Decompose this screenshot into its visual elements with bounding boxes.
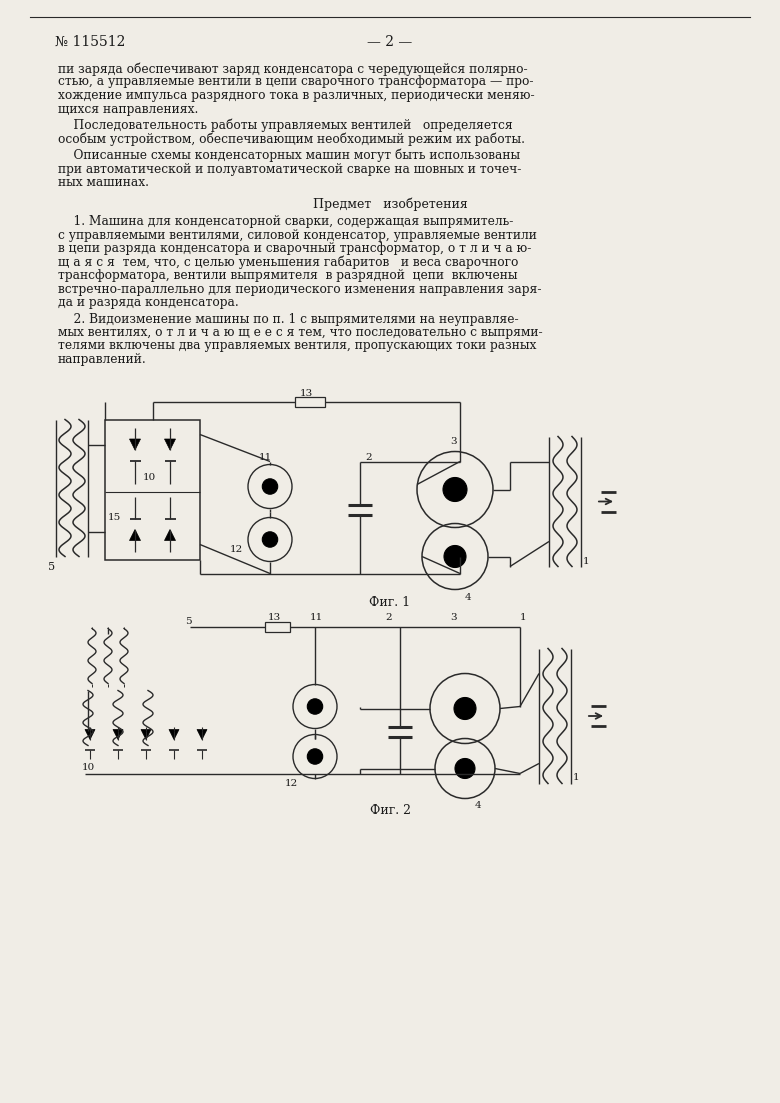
Text: 10: 10	[143, 473, 156, 482]
Text: хождение импульса разрядного тока в различных, периодически меняю-: хождение импульса разрядного тока в разл…	[58, 89, 534, 101]
Text: 10: 10	[82, 763, 95, 772]
Text: 2: 2	[385, 613, 392, 622]
Text: телями включены два управляемых вентиля, пропускающих токи разных: телями включены два управляемых вентиля,…	[58, 340, 537, 353]
Text: мых вентилях, о т л и ч а ю щ е е с я тем, что последовательно с выпрями-: мых вентилях, о т л и ч а ю щ е е с я те…	[58, 326, 543, 339]
Text: 1: 1	[583, 557, 590, 566]
Text: 1: 1	[520, 613, 526, 622]
Text: особым устройством, обеспечивающим необходимый режим их работы.: особым устройством, обеспечивающим необх…	[58, 132, 525, 146]
Text: Описанные схемы конденсаторных машин могут быть использованы: Описанные схемы конденсаторных машин мог…	[58, 149, 520, 162]
Circle shape	[307, 699, 323, 715]
Text: — 2 —: — 2 —	[367, 35, 413, 49]
Polygon shape	[85, 729, 95, 739]
Circle shape	[454, 697, 476, 719]
Circle shape	[444, 546, 466, 568]
Text: щихся направлениях.: щихся направлениях.	[58, 103, 198, 116]
Text: 12: 12	[230, 545, 243, 554]
Text: 5: 5	[185, 617, 192, 625]
Text: да и разряда конденсатора.: да и разряда конденсатора.	[58, 296, 239, 309]
Text: направлений.: направлений.	[58, 353, 147, 366]
Text: 1: 1	[573, 773, 580, 782]
Text: 12: 12	[285, 779, 298, 788]
Polygon shape	[129, 439, 140, 450]
Text: 2. Видоизменение машины по п. 1 с выпрямителями на неуправляе-: 2. Видоизменение машины по п. 1 с выпрям…	[58, 312, 519, 325]
Text: при автоматической и полуавтоматической сварке на шовных и точеч-: при автоматической и полуавтоматической …	[58, 162, 521, 175]
Polygon shape	[141, 729, 151, 739]
Text: 11: 11	[310, 613, 323, 622]
Bar	[265, 621, 290, 632]
Text: Фиг. 1: Фиг. 1	[370, 597, 410, 610]
Text: Фиг. 2: Фиг. 2	[370, 803, 410, 816]
Text: трансформатора, вентили выпрямителя  в разрядной  цепи  включены: трансформатора, вентили выпрямителя в ра…	[58, 269, 517, 282]
Text: с управляемыми вентилями, силовой конденсатор, управляемые вентили: с управляемыми вентилями, силовой конден…	[58, 228, 537, 242]
Circle shape	[443, 478, 467, 502]
Polygon shape	[113, 729, 123, 739]
Polygon shape	[197, 729, 207, 739]
Text: стью, а управляемые вентили в цепи сварочного трансформатора — про-: стью, а управляемые вентили в цепи сваро…	[58, 75, 534, 88]
Text: 3: 3	[450, 613, 456, 622]
Circle shape	[455, 759, 475, 779]
Polygon shape	[165, 529, 176, 540]
Text: 5: 5	[48, 561, 55, 571]
Text: 13: 13	[300, 388, 314, 397]
Text: ных машинах.: ных машинах.	[58, 176, 149, 189]
Polygon shape	[129, 529, 140, 540]
Text: Последовательность работы управляемых вентилей   определяется: Последовательность работы управляемых ве…	[58, 119, 512, 132]
Bar	[295, 396, 325, 407]
Text: в цепи разряда конденсатора и сварочный трансформатор, о т л и ч а ю-: в цепи разряда конденсатора и сварочный …	[58, 242, 531, 255]
Text: 4: 4	[465, 592, 472, 601]
Circle shape	[262, 532, 278, 547]
Text: Предмет   изобретения: Предмет изобретения	[313, 197, 467, 211]
Text: встречно-параллельно для периодического изменения направления заря-: встречно-параллельно для периодического …	[58, 282, 541, 296]
Bar	[105, 419, 200, 559]
Text: 13: 13	[268, 613, 282, 622]
Circle shape	[262, 479, 278, 494]
Polygon shape	[165, 439, 176, 450]
Text: 2: 2	[365, 453, 371, 462]
Text: щ а я с я  тем, что, с целью уменьшения габаритов   и веса сварочного: щ а я с я тем, что, с целью уменьшения г…	[58, 256, 519, 269]
Circle shape	[307, 749, 323, 764]
Text: 15: 15	[108, 514, 121, 523]
Polygon shape	[169, 729, 179, 739]
Text: 4: 4	[475, 802, 481, 811]
Text: 1. Машина для конденсаторной сварки, содержащая выпрямитель-: 1. Машина для конденсаторной сварки, сод…	[58, 215, 513, 228]
Text: 11: 11	[258, 452, 271, 461]
Text: пи заряда обеспечивают заряд конденсатора с чередующейся полярно-: пи заряда обеспечивают заряд конденсатор…	[58, 62, 527, 75]
Text: № 115512: № 115512	[55, 35, 126, 49]
Text: 3: 3	[450, 438, 456, 447]
